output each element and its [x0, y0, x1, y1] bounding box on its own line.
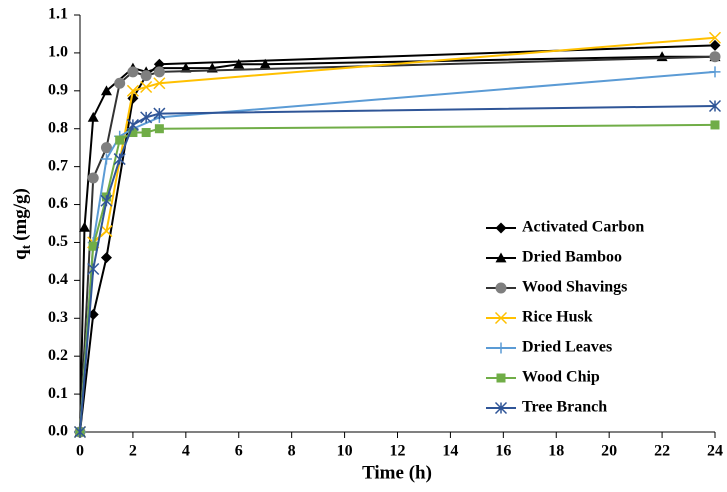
- marker: [259, 58, 271, 69]
- marker: [708, 31, 722, 44]
- y-tick-label: 0.9: [48, 81, 68, 98]
- marker: [88, 241, 98, 251]
- marker: [708, 99, 722, 113]
- y-tick-label: 0.6: [48, 195, 68, 212]
- y-axis-label: qt (mg/g): [10, 188, 33, 260]
- legend-label: Tree Branch: [522, 399, 607, 416]
- x-tick-label: 12: [390, 443, 406, 460]
- marker: [141, 128, 151, 138]
- marker: [73, 425, 87, 439]
- y-label-unit: (mg/g): [10, 188, 31, 241]
- marker: [87, 172, 99, 184]
- x-tick-label: 20: [601, 443, 617, 460]
- marker: [180, 62, 192, 73]
- legend-marker: [496, 373, 506, 383]
- marker: [126, 84, 139, 97]
- x-tick-label: 6: [235, 443, 243, 460]
- marker: [140, 111, 153, 124]
- marker: [100, 142, 112, 154]
- marker: [100, 194, 113, 207]
- y-tick-label: 0.5: [48, 233, 68, 250]
- marker: [153, 107, 166, 120]
- y-tick-label: 0.8: [48, 119, 68, 136]
- legend-label: Activated Carbon: [522, 219, 644, 236]
- marker: [709, 66, 721, 78]
- marker: [126, 118, 139, 131]
- series-line: [79, 44, 716, 433]
- x-tick-label: 24: [707, 443, 723, 460]
- x-tick-label: 2: [129, 443, 137, 460]
- x-tick-label: 22: [654, 443, 670, 460]
- marker: [709, 51, 721, 63]
- marker: [87, 111, 99, 122]
- y-tick-label: 1.0: [48, 44, 68, 61]
- marker: [100, 225, 113, 238]
- marker: [140, 80, 153, 94]
- marker: [153, 66, 165, 78]
- marker: [710, 120, 720, 130]
- y-tick-label: 0.7: [48, 157, 68, 174]
- legend-label: Dried Leaves: [522, 339, 612, 356]
- x-tick-label: 16: [495, 443, 511, 460]
- series-line: [79, 104, 716, 433]
- legend-marker: [495, 282, 507, 294]
- marker: [154, 124, 164, 134]
- x-tick-label: 8: [288, 443, 296, 460]
- y-tick-label: 0.2: [48, 347, 68, 364]
- x-tick-label: 18: [548, 443, 564, 460]
- marker: [128, 128, 138, 138]
- marker: [87, 262, 100, 276]
- marker: [100, 252, 112, 264]
- y-tick-label: 0.3: [48, 309, 68, 326]
- x-tick-label: 0: [76, 443, 84, 460]
- legend-marker: [495, 252, 507, 263]
- marker: [127, 66, 139, 78]
- y-tick-label: 1.1: [48, 6, 68, 23]
- x-tick-label: 4: [182, 443, 190, 460]
- y-tick-label: 0.4: [48, 271, 68, 288]
- legend-marker: [494, 401, 508, 415]
- marker: [140, 70, 152, 82]
- y-label-sub: t: [18, 244, 33, 249]
- marker: [115, 135, 125, 145]
- marker: [100, 153, 112, 165]
- y-tick-label: 0.0: [48, 423, 68, 440]
- y-label-main: q: [10, 249, 31, 260]
- legend-label: Wood Chip: [522, 369, 600, 386]
- marker: [78, 221, 90, 232]
- legend-label: Wood Shavings: [522, 279, 627, 296]
- legend-label: Dried Bamboo: [522, 249, 622, 266]
- marker: [709, 39, 721, 51]
- legend-marker: [495, 222, 507, 234]
- marker: [153, 77, 166, 90]
- marker: [113, 153, 126, 166]
- y-tick-label: 0.1: [48, 385, 68, 402]
- x-tick-label: 14: [442, 443, 458, 460]
- legend-label: Rice Husk: [522, 309, 593, 326]
- x-axis-label: Time (h): [362, 462, 432, 483]
- x-tick-label: 10: [337, 443, 353, 460]
- marker: [100, 85, 112, 96]
- legend-marker: [495, 342, 507, 354]
- marker: [233, 58, 245, 69]
- legend-marker: [494, 311, 508, 325]
- marker: [114, 77, 126, 89]
